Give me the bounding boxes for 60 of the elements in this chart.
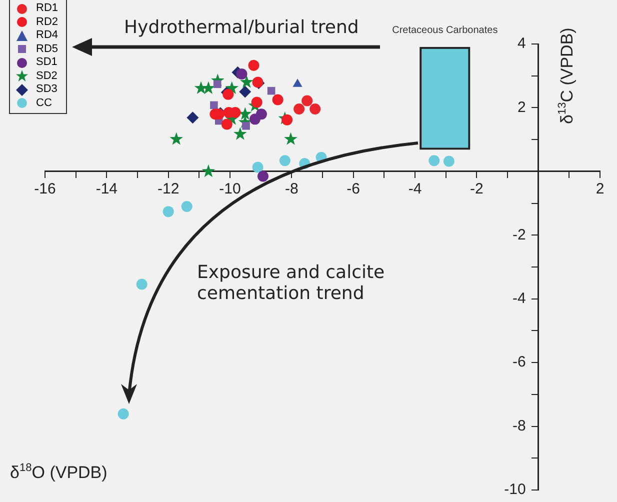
point bbox=[428, 155, 440, 166]
legend-label: SD3 bbox=[36, 83, 58, 96]
point bbox=[282, 114, 293, 126]
y-tick-label: -6 bbox=[512, 354, 538, 371]
y-tick-label: -10 bbox=[504, 481, 538, 498]
point bbox=[234, 127, 247, 140]
point bbox=[252, 162, 264, 173]
legend-label: RD5 bbox=[36, 42, 58, 56]
point bbox=[202, 164, 216, 178]
annotation: Exposure and calcite cementation trend bbox=[197, 262, 386, 304]
point bbox=[302, 95, 313, 106]
point bbox=[202, 81, 216, 94]
legend-label: CC bbox=[36, 96, 52, 110]
x-tick-label: -6 bbox=[346, 180, 360, 198]
y-tick-label: 4 bbox=[517, 35, 538, 52]
text: Hydrothermal/burial trend bbox=[124, 17, 360, 38]
point bbox=[294, 103, 305, 114]
point bbox=[221, 118, 232, 130]
x-tick-label: -10 bbox=[219, 180, 241, 198]
point bbox=[248, 60, 260, 71]
series-label: Cretaceous Carbonates bbox=[392, 25, 498, 36]
x-tick-label: 2 bbox=[596, 180, 604, 198]
point bbox=[251, 96, 262, 108]
point bbox=[272, 94, 284, 106]
legend-label: RD2 bbox=[36, 16, 58, 29]
point bbox=[118, 408, 129, 420]
y-tick-label: -4 bbox=[512, 290, 538, 307]
point bbox=[210, 101, 218, 110]
point bbox=[242, 122, 250, 130]
point bbox=[170, 132, 184, 145]
point bbox=[249, 114, 260, 125]
point bbox=[292, 78, 302, 87]
y-tick-label: 2 bbox=[517, 98, 538, 116]
legend-label: SD2 bbox=[36, 70, 58, 83]
point bbox=[267, 86, 276, 95]
point bbox=[186, 112, 199, 124]
point bbox=[236, 68, 248, 80]
point bbox=[136, 278, 148, 290]
y-tick-label: -2 bbox=[512, 226, 538, 244]
y-axis-title: δ13C (VPDB) bbox=[556, 28, 576, 124]
y-tick-label: -8 bbox=[512, 417, 538, 434]
legend-label: RD1 bbox=[36, 2, 58, 16]
point bbox=[162, 206, 174, 218]
point bbox=[443, 156, 454, 167]
point bbox=[279, 155, 290, 166]
x-tick-label: -14 bbox=[96, 180, 118, 198]
legend-label: RD4 bbox=[36, 29, 58, 42]
x-tick-label: -4 bbox=[408, 180, 422, 198]
x-tick-label: -12 bbox=[157, 180, 180, 198]
x-tick-label: -8 bbox=[284, 180, 298, 198]
point bbox=[222, 88, 234, 100]
point bbox=[240, 75, 254, 88]
legend-label: SD1 bbox=[36, 56, 58, 70]
point bbox=[181, 200, 192, 212]
point bbox=[257, 170, 268, 182]
point bbox=[310, 103, 321, 114]
x-tick-label: -2 bbox=[470, 180, 484, 198]
point bbox=[239, 86, 252, 98]
point bbox=[284, 132, 298, 145]
x-tick-label: -16 bbox=[34, 180, 56, 198]
